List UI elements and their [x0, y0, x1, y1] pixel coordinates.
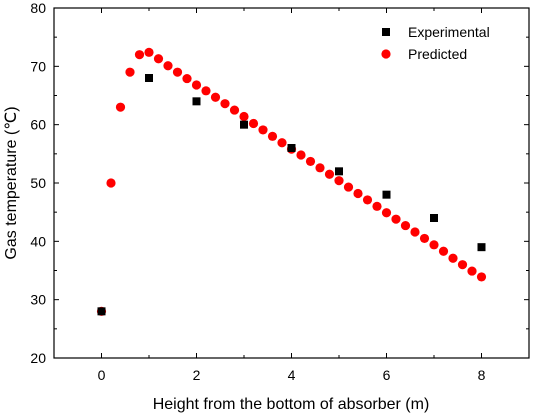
x-tick-label: 6 — [383, 367, 391, 383]
predicted-point — [315, 163, 325, 173]
experimental-point — [477, 243, 486, 252]
axis-ticks: 0 2 4 6 8 20 30 40 50 60 70 80 — [30, 0, 530, 383]
x-tick-label: 4 — [288, 367, 296, 383]
experimental-legend-marker — [382, 28, 390, 36]
y-tick-label: 60 — [30, 117, 46, 133]
experimental-point — [97, 307, 106, 316]
predicted-point — [467, 266, 477, 276]
predicted-point — [144, 47, 154, 57]
predicted-point — [343, 182, 354, 192]
predicted-point — [125, 67, 135, 77]
y-tick-label: 40 — [30, 233, 46, 249]
predicted-point — [448, 253, 458, 263]
predicted-point — [163, 61, 173, 71]
predicted-point — [210, 92, 221, 102]
predicted-point — [353, 188, 363, 199]
predicted-point — [277, 138, 287, 148]
y-tick-label: 50 — [30, 175, 46, 191]
predicted-point — [267, 131, 278, 141]
predicted-point — [429, 240, 439, 250]
experimental-point — [145, 74, 153, 82]
legend-label: Predicted — [408, 46, 467, 62]
predicted-point — [362, 195, 373, 205]
y-tick-label: 80 — [30, 0, 46, 16]
predicted-point — [400, 220, 411, 231]
predicted-point — [172, 67, 183, 77]
predicted-point — [296, 150, 306, 160]
x-tick-label: 0 — [98, 367, 106, 383]
y-tick-label: 30 — [30, 292, 46, 308]
experimental-point — [430, 214, 438, 222]
x-tick-label: 2 — [193, 367, 201, 383]
predicted-point — [115, 102, 126, 112]
experimental-point — [335, 167, 343, 176]
predicted-point — [106, 178, 116, 188]
experimental-point — [382, 190, 391, 199]
predicted-point — [220, 99, 230, 109]
experimental-point — [240, 120, 248, 129]
experimental-point — [287, 144, 296, 152]
predicted-point — [381, 208, 392, 218]
predicted-point — [229, 105, 240, 115]
predicted-point — [182, 73, 192, 84]
predicted-point — [239, 111, 249, 122]
predicted-point — [153, 54, 164, 64]
predicted-point — [457, 260, 468, 270]
predicted-point — [134, 50, 145, 60]
predicted-point — [248, 118, 259, 129]
predicted-point — [419, 233, 430, 244]
predicted-point — [438, 246, 449, 256]
predicted-point — [305, 156, 316, 167]
predicted-legend-marker — [381, 49, 391, 59]
predicted-point — [258, 125, 268, 135]
predicted-point — [334, 176, 344, 186]
predicted-point — [476, 272, 487, 282]
x-tick-label: 8 — [478, 367, 486, 383]
predicted-point — [372, 201, 382, 211]
data-marks — [96, 47, 487, 316]
y-tick-label: 70 — [30, 58, 46, 74]
y-tick-label: 20 — [30, 350, 46, 366]
x-axis-title: Height from the bottom of absorber (m) — [153, 396, 430, 413]
predicted-point — [201, 86, 211, 96]
legend: Experimental Predicted — [381, 24, 490, 62]
y-axis-title: Gas temperature (℃) — [3, 106, 20, 259]
predicted-point — [324, 169, 335, 179]
experimental-point — [192, 97, 201, 106]
predicted-point — [410, 227, 420, 237]
predicted-point — [391, 214, 401, 224]
predicted-point — [191, 80, 202, 90]
legend-label: Experimental — [408, 24, 490, 40]
